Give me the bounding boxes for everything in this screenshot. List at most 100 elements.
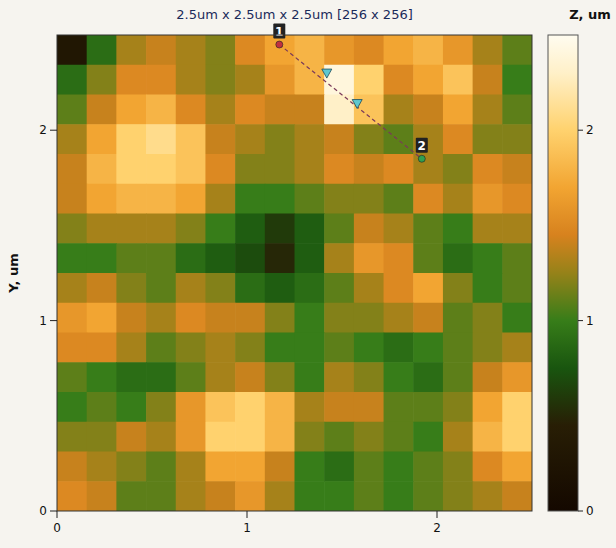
- cell: [265, 95, 295, 125]
- cell: [146, 124, 176, 154]
- cell: [205, 243, 235, 273]
- cell: [413, 243, 443, 273]
- cell: [502, 65, 532, 95]
- cell: [354, 95, 384, 125]
- cell: [324, 214, 354, 244]
- cell: [57, 452, 87, 482]
- cell: [354, 392, 384, 422]
- cell: [295, 243, 325, 273]
- y-tick: [50, 130, 57, 131]
- cell: [116, 65, 146, 95]
- cell: [146, 184, 176, 214]
- cell: [295, 452, 325, 482]
- cell: [87, 422, 117, 452]
- cell: [146, 333, 176, 363]
- cell: [265, 243, 295, 273]
- cell: [176, 362, 206, 392]
- cell: [295, 392, 325, 422]
- cell: [502, 35, 532, 65]
- cell: [235, 333, 265, 363]
- cell: [324, 124, 354, 154]
- cell: [235, 124, 265, 154]
- cell: [146, 481, 176, 511]
- cell: [235, 154, 265, 184]
- cell: [205, 65, 235, 95]
- cell: [295, 184, 325, 214]
- cell: [324, 243, 354, 273]
- cell: [324, 95, 354, 125]
- cell: [116, 333, 146, 363]
- cell: [176, 214, 206, 244]
- cell: [413, 95, 443, 125]
- y-tick: [50, 511, 57, 512]
- cell: [176, 124, 206, 154]
- y-tick-label: 0: [39, 504, 47, 518]
- cell: [176, 65, 206, 95]
- colorbar-tick: [578, 320, 583, 321]
- cell: [384, 95, 414, 125]
- cell: [146, 243, 176, 273]
- cell: [413, 303, 443, 333]
- cell: [265, 65, 295, 95]
- cell: [502, 392, 532, 422]
- cell: [354, 243, 384, 273]
- cell: [57, 422, 87, 452]
- cell: [473, 333, 503, 363]
- cell: [324, 362, 354, 392]
- cell: [116, 184, 146, 214]
- cell: [384, 362, 414, 392]
- cell: [443, 333, 473, 363]
- cell: [116, 95, 146, 125]
- cell: [235, 35, 265, 65]
- cell: [146, 273, 176, 303]
- cell: [502, 362, 532, 392]
- cell: [205, 124, 235, 154]
- cell: [116, 243, 146, 273]
- cell: [295, 65, 325, 95]
- cell: [116, 124, 146, 154]
- cell: [443, 35, 473, 65]
- cell: [502, 273, 532, 303]
- cell: [57, 35, 87, 65]
- cell: [235, 65, 265, 95]
- cell: [295, 273, 325, 303]
- cell: [473, 243, 503, 273]
- cell: [384, 124, 414, 154]
- colorbar-tick-label: 1: [586, 314, 594, 328]
- cell: [354, 333, 384, 363]
- cell: [354, 124, 384, 154]
- cell: [443, 184, 473, 214]
- cell: [473, 35, 503, 65]
- cell: [502, 124, 532, 154]
- cell: [473, 273, 503, 303]
- profile-point: [418, 155, 425, 162]
- cell: [57, 154, 87, 184]
- cell: [354, 154, 384, 184]
- cell: [354, 35, 384, 65]
- profile-line: [279, 45, 422, 159]
- cell: [87, 333, 117, 363]
- cell: [265, 392, 295, 422]
- cell: [116, 273, 146, 303]
- cell: [324, 392, 354, 422]
- cell: [235, 214, 265, 244]
- cell: [146, 95, 176, 125]
- cell: [87, 273, 117, 303]
- cell: [443, 303, 473, 333]
- cell: [205, 333, 235, 363]
- cell: [87, 184, 117, 214]
- cell: [443, 243, 473, 273]
- cell: [235, 362, 265, 392]
- cell: [116, 154, 146, 184]
- cell: [87, 95, 117, 125]
- profile-marker: [352, 100, 362, 109]
- cell: [57, 124, 87, 154]
- cell: [354, 65, 384, 95]
- plot-frame: [57, 35, 532, 511]
- cell: [473, 481, 503, 511]
- cell: [413, 422, 443, 452]
- cell: [384, 273, 414, 303]
- x-tick-label: 0: [53, 521, 61, 535]
- cell: [413, 481, 443, 511]
- cell: [87, 124, 117, 154]
